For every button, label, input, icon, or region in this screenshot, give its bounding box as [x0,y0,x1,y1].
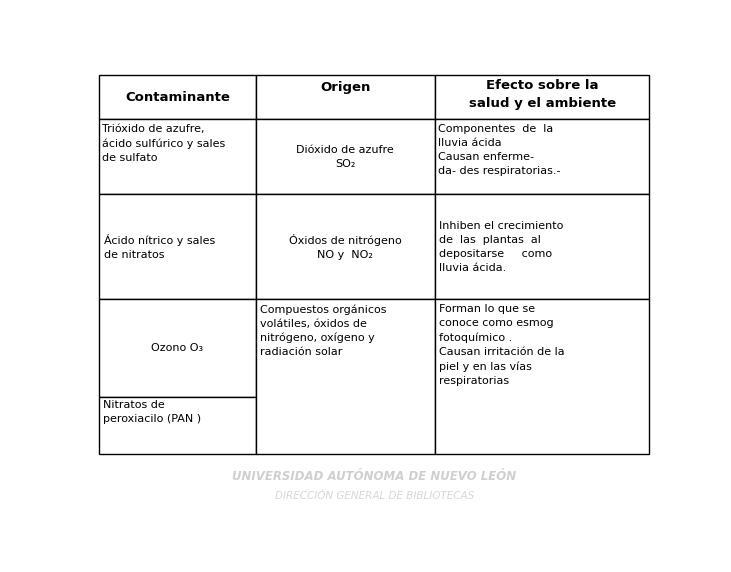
Text: Nitratos de
peroxiacilo (PAN ): Nitratos de peroxiacilo (PAN ) [103,400,201,424]
Bar [435,120,649,194]
Bar [435,300,649,454]
Text: Ácido nítrico y sales
de nitratos: Ácido nítrico y sales de nitratos [104,233,215,260]
Text: Efecto sobre la
salud y el ambiente: Efecto sobre la salud y el ambiente [469,80,616,110]
Text: Contaminante: Contaminante [125,90,230,104]
Text: Dióxido de azufre
SO₂: Dióxido de azufre SO₂ [297,145,394,169]
Text: DIRECCIÓN GENERAL DE BIBLIOTECAS: DIRECCIÓN GENERAL DE BIBLIOTECAS [275,491,474,501]
Bar [435,194,649,300]
Text: Compuestos orgánicos
volátiles, óxidos de
nitrógeno, oxígeno y
radiación solar: Compuestos orgánicos volátiles, óxidos d… [260,304,386,358]
Bar [256,194,435,300]
Bar [256,300,435,454]
Bar [99,194,256,300]
Bar [256,120,435,194]
Text: Trióxido de azufre,
ácido sulfúrico y sales
de sulfato: Trióxido de azufre, ácido sulfúrico y sa… [102,124,225,163]
Text: Inhiben el crecimiento
de  las  plantas  al
depositarse     como
lluvia ácida.: Inhiben el crecimiento de las plantas al… [439,221,563,273]
Text: Origen: Origen [320,81,371,94]
Bar [435,75,649,120]
Text: UNIVERSIDAD AUTÓNOMA DE NUEVO LEÓN: UNIVERSIDAD AUTÓNOMA DE NUEVO LEÓN [232,470,516,483]
Bar [99,398,256,454]
Text: Óxidos de nitrógeno
NO y  NO₂: Óxidos de nitrógeno NO y NO₂ [289,233,402,260]
Bar [99,75,256,120]
Text: Componentes  de  la
lluvia ácida
Causan enferme-
da- des respiratorias.-: Componentes de la lluvia ácida Causan en… [438,124,561,176]
Bar [256,75,435,120]
Text: Ozono O₃: Ozono O₃ [151,343,204,353]
Bar [99,120,256,194]
Text: Forman lo que se
conoce como esmog
fotoquímico .
Causan irritación de la
piel y : Forman lo que se conoce como esmog fotoq… [439,304,564,386]
Bar [99,300,256,398]
